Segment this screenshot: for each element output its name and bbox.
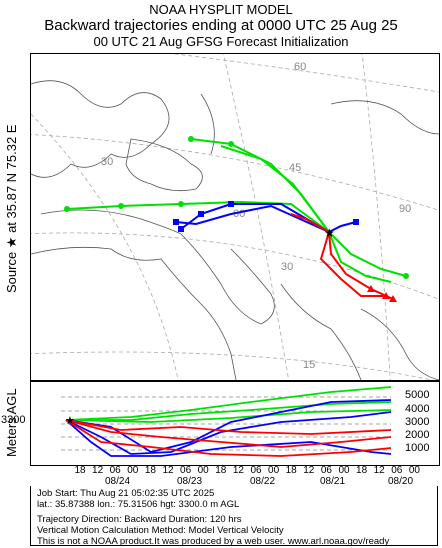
- coastlines: [31, 80, 439, 380]
- hour-tick-label: 18: [215, 465, 227, 476]
- trajectory-markers: [64, 136, 409, 302]
- hour-tick-label: 12: [303, 465, 315, 476]
- hour-tick-label: 00: [127, 465, 139, 476]
- hour-tick-label: 06: [321, 465, 333, 476]
- time-axis: 18 12 06 00 18 12 06 00 18 12 06 00 18 12 06 00 18 12 06 00…: [74, 465, 421, 486]
- hour-tick-label: 18: [356, 465, 368, 476]
- altitude-label-5000: 5000: [405, 389, 430, 401]
- disclaimer-line: This is not a NOAA product.It was produc…: [37, 536, 390, 547]
- hour-tick-label: 06: [391, 465, 403, 476]
- date-label-0820: 08/20: [388, 476, 413, 486]
- trajectory-green-south2: [328, 231, 392, 283]
- job-info-box: Job Start: Thu Aug 21 05:02:35 UTC 2025 …: [30, 486, 438, 547]
- altitude-profiles: [65, 386, 392, 457]
- trajectory-green-north2: [220, 145, 330, 233]
- map-svg: 60 45 30 15 30 60 90: [31, 54, 439, 380]
- trajectory-green-south: [328, 231, 407, 277]
- lat-label-30: 30: [281, 261, 293, 273]
- trajectory-blue-loop: [175, 204, 330, 233]
- trajectory-red-south2: [319, 231, 386, 297]
- altitude-label-4000: 4000: [405, 403, 430, 415]
- plot-subtitle: 00 UTC 21 Aug GFSG Forecast Initializati…: [93, 34, 349, 49]
- source-location-label: Source ★ at 35.87 N 75.32 E: [4, 124, 19, 293]
- hour-tick-label: 12: [374, 465, 386, 476]
- trajectory-red-west: [290, 213, 330, 233]
- hour-tick-label: 00: [268, 465, 280, 476]
- lat-label-15: 15: [303, 359, 315, 371]
- hour-tick-label: 00: [409, 465, 421, 476]
- hour-tick-label: 00: [198, 465, 210, 476]
- source-star-icon: ★: [324, 226, 335, 240]
- trajectory-blue-east: [328, 221, 357, 233]
- hour-tick-label: 06: [110, 465, 122, 476]
- hour-tick-label: 12: [162, 465, 174, 476]
- hour-tick-label: 00: [338, 465, 350, 476]
- trajectory-red-south: [328, 231, 394, 300]
- model-name: NOAA HYSPLIT MODEL: [149, 2, 293, 17]
- altitude-label-2000: 2000: [405, 429, 430, 441]
- hour-tick-label: 18: [74, 465, 86, 476]
- date-label-0823: 08/23: [177, 476, 202, 486]
- altitude-svg: ★: [61, 386, 392, 457]
- altitude-start-label: 3300: [1, 414, 26, 426]
- direction-line: Trajectory Direction: Backward Duration:…: [37, 514, 242, 525]
- plot-title: Backward trajectories ending at 0000 UTC…: [44, 17, 398, 34]
- hour-tick-label: 12: [92, 465, 104, 476]
- hour-tick-label: 06: [250, 465, 262, 476]
- trajectory-green-west: [66, 200, 330, 233]
- altitude-start-star-icon: ★: [65, 415, 75, 427]
- lat-label-60: 60: [294, 61, 306, 73]
- lon-label-90: 90: [399, 203, 411, 215]
- hour-tick-label: 06: [180, 465, 192, 476]
- lon-label-30: 30: [101, 156, 113, 168]
- altitude-panel: ★: [30, 381, 440, 466]
- date-label-0822: 08/22: [250, 476, 275, 486]
- trajectory-map: 60 45 30 15 30 60 90: [30, 53, 440, 381]
- vertical-motion-line: Vertical Motion Calculation Method: Mode…: [37, 525, 284, 536]
- date-label-0824: 08/24: [105, 476, 130, 486]
- date-label-0821: 08/21: [320, 476, 345, 486]
- job-start-line: Job Start: Thu Aug 21 05:02:35 UTC 2025: [37, 488, 215, 499]
- coordinates-line: lat.: 35.87388 lon.: 75.31506 hgt: 3300.…: [37, 499, 240, 510]
- hour-tick-label: 18: [145, 465, 157, 476]
- graticule: [31, 54, 439, 380]
- hour-tick-label: 12: [233, 465, 245, 476]
- altitude-label-3000: 3000: [405, 416, 430, 428]
- lat-label-45: 45: [289, 162, 301, 174]
- altitude-label-1000: 1000: [405, 442, 430, 454]
- hour-tick-label: 18: [286, 465, 298, 476]
